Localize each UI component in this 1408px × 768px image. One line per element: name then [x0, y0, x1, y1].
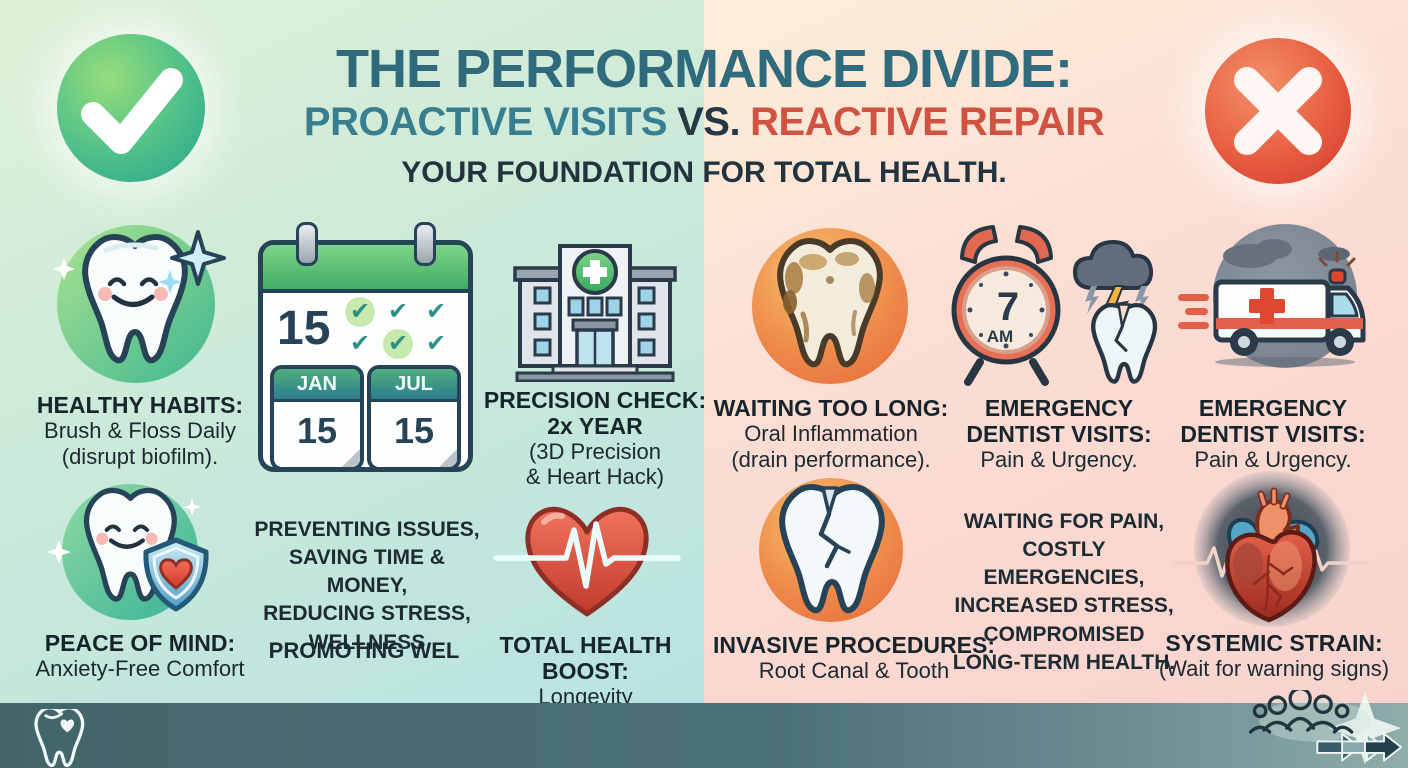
waiting-too-long-title: WAITING TOO LONG:	[713, 395, 949, 421]
page-title: THE PERFORMANCE DIVIDE:	[335, 39, 1073, 99]
subtitle-vs: VS.	[677, 100, 741, 144]
emergency-cluster-icon: 7 AM	[948, 214, 1173, 392]
promoting-wellness-text: PROMOTING WEL	[268, 638, 460, 663]
page-subtitle: PROACTIVE VISITS VS. REACTIVE REPAIR	[0, 100, 1408, 145]
page-fold	[437, 447, 457, 467]
benefit-item: WELLNESS	[308, 630, 426, 654]
emergency-visits-title: EMERGENCY DENTIST VISITS:	[966, 395, 1152, 447]
footer-bar: ADVANCING TOTAL HEALTH INVENTIVES	[0, 686, 1408, 768]
healthy-habits-line1: Brush & Floss Daily	[44, 417, 236, 443]
benefit-item: REDUCING STRESS,	[263, 602, 471, 626]
benefits-list: PREVENTING ISSUES, SAVING TIME & MONEY, …	[252, 516, 482, 657]
systemic-strain-block: SYSTEMIC STRAIN: (Wait for warning signs…	[1146, 630, 1402, 682]
peace-of-mind-block: PEACE OF MIND: Anxiety-Free Comfort	[8, 630, 272, 682]
calendar-pin	[414, 222, 436, 266]
consequence-item: COSTLY EMERGENCIES,	[983, 538, 1145, 590]
healthy-habits-block: HEALTHY HABITS: Brush & Floss Daily (dis…	[15, 392, 265, 469]
consequence-item: WAITING FOR PAIN,	[963, 510, 1165, 533]
consequence-item: COMPROMISED	[983, 622, 1145, 646]
hospital-icon	[495, 230, 695, 383]
calendar-jul-day: 15	[393, 410, 435, 451]
emergency-visits-block-1: EMERGENCY DENTIST VISITS: Pain & Urgency…	[948, 395, 1170, 472]
calendar-jan: JAN 15	[270, 365, 364, 467]
peace-of-mind-title: PEACE OF MIND:	[44, 630, 236, 656]
total-health-boost-title: TOTAL HEALTH BOOST:	[499, 632, 672, 684]
emergency-visits-line1: Pain & Urgency.	[980, 446, 1138, 472]
heart-pulse-icon	[492, 488, 682, 630]
calendar-header	[263, 245, 468, 293]
anatomical-heart-icon	[1172, 468, 1372, 630]
precision-check-line1: 2x YEAR	[547, 412, 643, 439]
emergency-visits-title: EMERGENCY DENTIST VISITS:	[1180, 395, 1366, 447]
waiting-too-long-line2: (drain performance).	[731, 446, 931, 472]
clock-ampm: AM	[987, 327, 1013, 346]
calendar-jan-day: 15	[296, 410, 338, 451]
emergency-visits-line1: Pain & Urgency.	[1194, 446, 1352, 472]
clock-hour: 7	[997, 285, 1019, 329]
alarm-clock-icon: 7 AM	[951, 225, 1061, 386]
invasive-procedures-block: INVASIVE PROCEDURES: Root Canal & Tooth	[710, 632, 998, 684]
check-icon: ✔	[387, 298, 409, 325]
waiting-too-long-line1: Oral Inflammation	[744, 420, 918, 446]
decayed-tooth-icon	[742, 218, 918, 394]
calendar-jan-month: JAN	[274, 369, 360, 402]
systemic-strain-title: SYSTEMIC STRAIN:	[1165, 630, 1383, 656]
benefit-item: SAVING TIME & MONEY,	[289, 546, 445, 598]
check-icon: ✔	[345, 297, 375, 327]
check-icon: ✔	[425, 298, 447, 325]
check-icon: ✔	[383, 329, 413, 359]
people-arrows-icon	[1243, 686, 1405, 768]
check-icon: ✔	[425, 330, 447, 357]
calendar-jul: JUL 15	[367, 365, 461, 467]
calendar-icon: 15 ✔ ✔ ✔ ✔ ✔ ✔ JAN 15 JUL 15	[258, 222, 473, 472]
precision-check-block: PRECISION CHECK: 2x YEAR (3D Precision &…	[470, 387, 720, 490]
consequences-list: WAITING FOR PAIN, COSTLY EMERGENCIES, IN…	[940, 508, 1188, 677]
broken-tooth-icon	[1091, 303, 1158, 384]
x-circle-icon	[1205, 38, 1351, 184]
page-fold	[340, 447, 360, 467]
calendar-pin	[296, 222, 318, 266]
consequence-item: INCREASED STRESS,	[954, 594, 1174, 618]
healthy-habits-title: HEALTHY HABITS:	[36, 392, 244, 418]
healthy-habits-line2: (disrupt biofilm).	[61, 443, 219, 469]
subtitle-proactive: PROACTIVE VISITS	[303, 100, 668, 144]
cracked-tooth-icon	[746, 476, 916, 628]
happy-tooth-icon	[46, 214, 230, 392]
precision-check-line2: (3D Precision	[528, 438, 662, 464]
precision-check-title: PRECISION CHECK:	[483, 387, 707, 413]
calendar-big-day: 15	[277, 301, 331, 355]
precision-check-line3: & Heart Hack)	[525, 464, 665, 490]
subtitle-reactive: REACTIVE REPAIR	[750, 100, 1105, 144]
peace-of-mind-line1: Anxiety-Free Comfort	[35, 655, 245, 681]
emergency-visits-block-2: EMERGENCY DENTIST VISITS: Pain & Urgency…	[1162, 395, 1384, 472]
check-circle-icon	[57, 34, 205, 182]
invasive-procedures-line1: Root Canal & Tooth	[758, 657, 950, 683]
systemic-strain-line1: (Wait for warning signs)	[1158, 655, 1390, 681]
footer-tooth-logo	[30, 706, 96, 767]
check-icon: ✔	[349, 330, 371, 357]
page-tagline: YOUR FOUNDATION FOR TOTAL HEALTH.	[401, 156, 1007, 189]
consequence-item: LONG-TERM HEALTH.	[952, 650, 1176, 674]
benefit-item: PREVENTING ISSUES,	[254, 518, 480, 541]
shield-tooth-icon	[42, 480, 232, 630]
calendar-checkmarks: ✔ ✔ ✔ ✔ ✔ ✔	[341, 296, 455, 360]
invasive-procedures-title: INVASIVE PROCEDURES:	[712, 632, 995, 658]
waiting-too-long-block: WAITING TOO LONG: Oral Inflammation (dra…	[705, 395, 957, 472]
calendar-jul-month: JUL	[371, 369, 457, 402]
total-health-boost-block: TOTAL HEALTH BOOST: Longevity	[458, 632, 713, 709]
ambulance-icon	[1178, 214, 1393, 392]
